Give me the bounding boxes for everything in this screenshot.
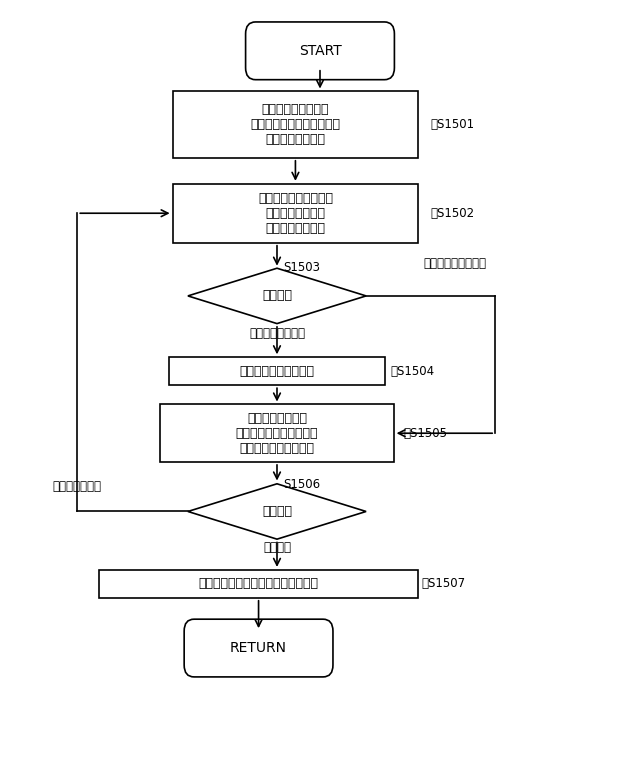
Text: ～S1502: ～S1502 — [431, 207, 475, 220]
Text: 収束した: 収束した — [263, 541, 291, 554]
Polygon shape — [188, 268, 366, 324]
Text: ～S1507: ～S1507 — [421, 578, 465, 591]
Text: 受理判定: 受理判定 — [262, 289, 292, 302]
Polygon shape — [188, 484, 366, 539]
Bar — [173, 92, 419, 158]
FancyBboxPatch shape — [246, 22, 394, 80]
Text: 収束していない: 収束していない — [53, 480, 102, 493]
Text: S1506: S1506 — [283, 478, 320, 491]
Bar — [99, 570, 419, 598]
Text: 近傍解の評価値が
最適解より良かったら、
近傍解を最適解とする: 近傍解の評価値が 最適解より良かったら、 近傍解を最適解とする — [236, 411, 318, 454]
Bar — [170, 357, 385, 385]
Text: 最適解を最適なキャスト計画とする: 最適解を最適なキャスト計画とする — [198, 578, 319, 591]
Text: 近傍解を現在解とする: 近傍解を現在解とする — [239, 365, 314, 378]
Text: 近傍解を受理しない: 近傍解を受理しない — [424, 257, 486, 270]
Text: ～S1505: ～S1505 — [403, 427, 447, 440]
Text: ～S1504: ～S1504 — [390, 365, 435, 378]
Text: RETURN: RETURN — [230, 641, 287, 655]
Text: 収束判定: 収束判定 — [262, 505, 292, 518]
Text: 初期キャスト計画を
現在解および最適解とし、
評価値を計算する: 初期キャスト計画を 現在解および最適解とし、 評価値を計算する — [250, 103, 340, 146]
Text: S1503: S1503 — [283, 261, 320, 275]
FancyBboxPatch shape — [184, 619, 333, 677]
Bar — [160, 404, 394, 462]
Bar — [173, 184, 419, 243]
Text: 現在解を一部修正した
近傍解を作成し、
評価値を計算する: 現在解を一部修正した 近傍解を作成し、 評価値を計算する — [258, 191, 333, 235]
Text: ～S1501: ～S1501 — [431, 118, 475, 131]
Text: 近傍解を受理する: 近傍解を受理する — [249, 327, 305, 340]
Text: START: START — [299, 44, 341, 58]
